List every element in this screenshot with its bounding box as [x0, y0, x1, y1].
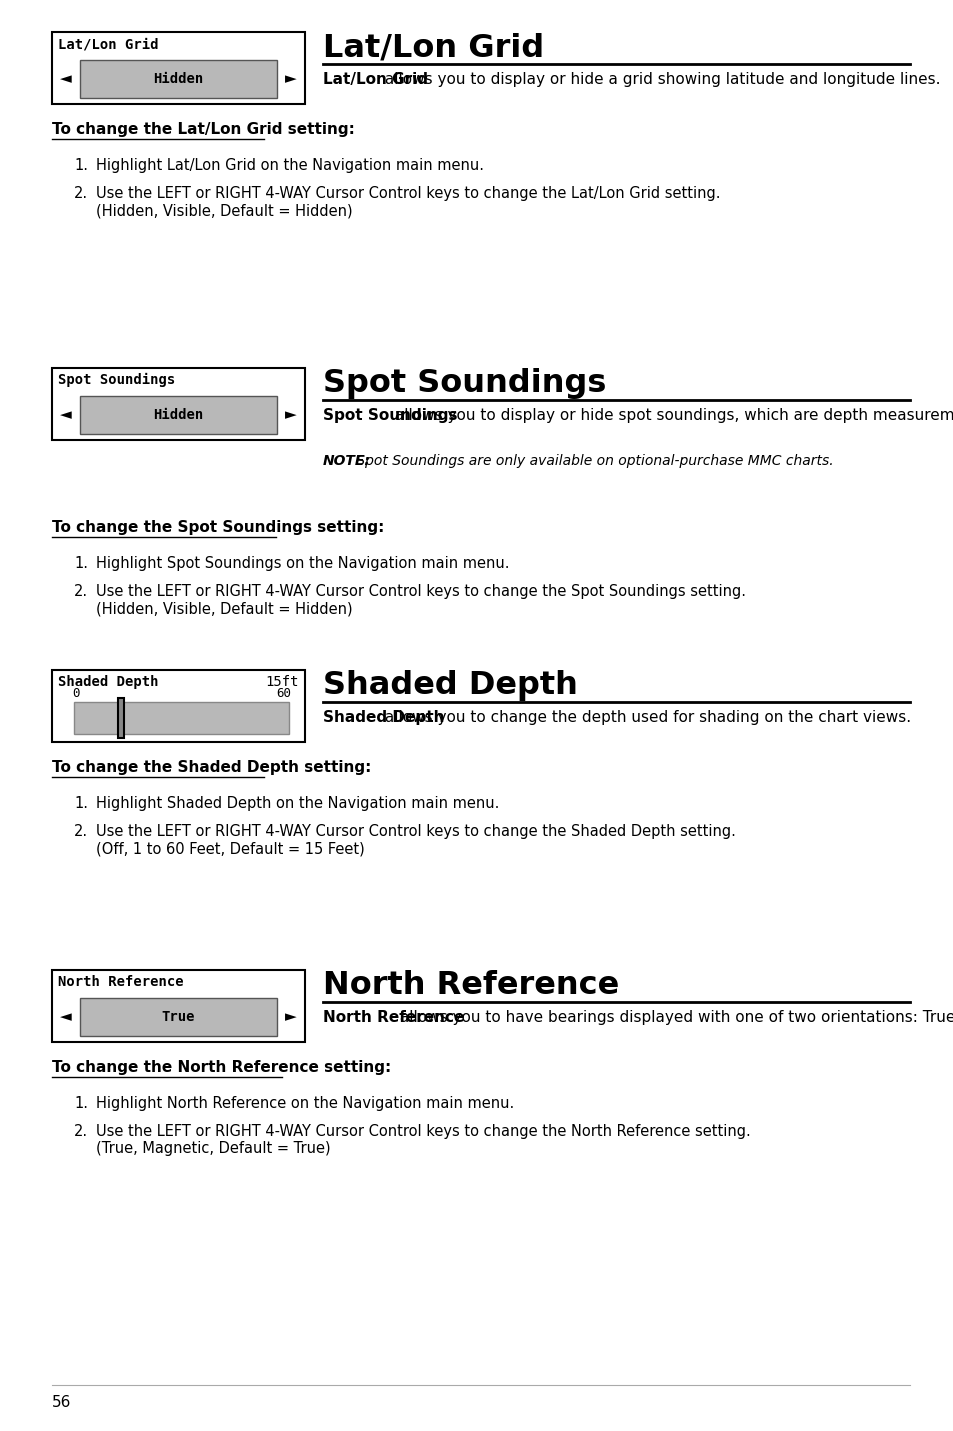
Text: Use the LEFT or RIGHT 4-WAY Cursor Control keys to change the Lat/Lon Grid setti: Use the LEFT or RIGHT 4-WAY Cursor Contr… — [96, 186, 720, 200]
Text: (Hidden, Visible, Default = Hidden): (Hidden, Visible, Default = Hidden) — [96, 601, 353, 615]
Text: 1.: 1. — [74, 1096, 88, 1110]
Text: allows you to change the depth used for shading on the chart views.: allows you to change the depth used for … — [380, 710, 910, 726]
Bar — [52, 31, 305, 104]
Text: North Reference: North Reference — [323, 1010, 464, 1025]
Bar — [74, 703, 289, 734]
Text: True: True — [162, 1010, 195, 1025]
Text: To change the North Reference setting:: To change the North Reference setting: — [52, 1060, 391, 1075]
Text: ►: ► — [285, 72, 296, 86]
Text: 2.: 2. — [74, 824, 88, 839]
Text: ◄: ◄ — [60, 72, 71, 86]
Text: Highlight Shaded Depth on the Navigation main menu.: Highlight Shaded Depth on the Navigation… — [96, 796, 498, 811]
Text: North Reference: North Reference — [58, 975, 183, 989]
Text: Highlight North Reference on the Navigation main menu.: Highlight North Reference on the Navigat… — [96, 1096, 514, 1110]
Bar — [52, 368, 305, 439]
Bar — [52, 670, 305, 743]
Text: Shaded Depth: Shaded Depth — [323, 670, 578, 701]
Text: (Off, 1 to 60 Feet, Default = 15 Feet): (Off, 1 to 60 Feet, Default = 15 Feet) — [96, 841, 364, 856]
Text: 1.: 1. — [74, 557, 88, 571]
Text: allows you to have bearings displayed with one of two orientations: True North o: allows you to have bearings displayed wi… — [395, 1010, 953, 1025]
Text: Shaded Depth: Shaded Depth — [323, 710, 444, 726]
Text: Use the LEFT or RIGHT 4-WAY Cursor Control keys to change the Shaded Depth setti: Use the LEFT or RIGHT 4-WAY Cursor Contr… — [96, 824, 735, 839]
Bar — [118, 698, 124, 738]
Text: 1.: 1. — [74, 157, 88, 173]
Text: Use the LEFT or RIGHT 4-WAY Cursor Control keys to change the North Reference se: Use the LEFT or RIGHT 4-WAY Cursor Contr… — [96, 1123, 750, 1139]
Text: Hidden: Hidden — [153, 72, 203, 86]
Text: To change the Spot Soundings setting:: To change the Spot Soundings setting: — [52, 519, 384, 535]
Bar — [80, 997, 276, 1036]
Text: Use the LEFT or RIGHT 4-WAY Cursor Control keys to change the Spot Soundings set: Use the LEFT or RIGHT 4-WAY Cursor Contr… — [96, 584, 745, 598]
Text: 0: 0 — [71, 687, 79, 700]
Text: Highlight Lat/Lon Grid on the Navigation main menu.: Highlight Lat/Lon Grid on the Navigation… — [96, 157, 483, 173]
Text: (True, Magnetic, Default = True): (True, Magnetic, Default = True) — [96, 1141, 331, 1156]
Text: Lat/Lon Grid: Lat/Lon Grid — [323, 31, 543, 63]
Text: 56: 56 — [52, 1395, 71, 1410]
Text: To change the Lat/Lon Grid setting:: To change the Lat/Lon Grid setting: — [52, 122, 355, 137]
Text: Spot Soundings: Spot Soundings — [323, 408, 457, 424]
Text: ◄: ◄ — [60, 1009, 71, 1025]
Text: Lat/Lon Grid: Lat/Lon Grid — [323, 72, 428, 87]
Text: ►: ► — [285, 1009, 296, 1025]
Text: allows you to display or hide a grid showing latitude and longitude lines.: allows you to display or hide a grid sho… — [380, 72, 940, 87]
Text: Spot Soundings are only available on optional-purchase MMC charts.: Spot Soundings are only available on opt… — [352, 454, 833, 468]
Text: (Hidden, Visible, Default = Hidden): (Hidden, Visible, Default = Hidden) — [96, 203, 353, 218]
Text: ►: ► — [285, 408, 296, 422]
Text: ◄: ◄ — [60, 408, 71, 422]
Text: 2.: 2. — [74, 1123, 88, 1139]
Text: Hidden: Hidden — [153, 408, 203, 422]
Bar — [52, 970, 305, 1042]
Text: Lat/Lon Grid: Lat/Lon Grid — [58, 37, 158, 52]
Text: allows you to display or hide spot soundings, which are depth measurements shown: allows you to display or hide spot sound… — [390, 408, 953, 424]
Text: Spot Soundings: Spot Soundings — [58, 373, 175, 388]
Text: Spot Soundings: Spot Soundings — [323, 368, 606, 399]
Text: North Reference: North Reference — [323, 970, 618, 1002]
Text: 1.: 1. — [74, 796, 88, 811]
Text: 2.: 2. — [74, 584, 88, 598]
Text: 2.: 2. — [74, 186, 88, 200]
Bar — [80, 60, 276, 97]
Text: NOTE:: NOTE: — [323, 454, 371, 468]
Text: 60: 60 — [275, 687, 291, 700]
Text: Shaded Depth: Shaded Depth — [58, 675, 158, 688]
Bar — [80, 396, 276, 434]
Text: 15ft: 15ft — [265, 675, 298, 688]
Text: Highlight Spot Soundings on the Navigation main menu.: Highlight Spot Soundings on the Navigati… — [96, 557, 509, 571]
Text: To change the Shaded Depth setting:: To change the Shaded Depth setting: — [52, 760, 371, 776]
